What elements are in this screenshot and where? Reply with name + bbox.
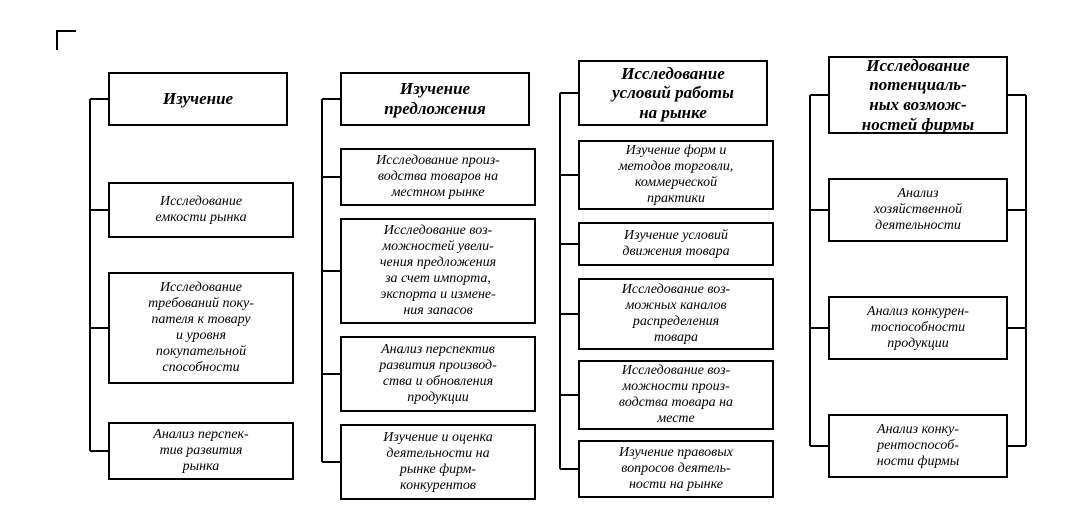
item-col4-2: Анализ конку- рентоспособ- ности фирмы: [828, 414, 1008, 478]
item-col2-1: Исследование воз- можностей увели- чения…: [340, 218, 536, 324]
item-col2-3: Изучение и оценка деятельности на рынке …: [340, 424, 536, 500]
item-col3-3: Исследование воз- можности произ- водств…: [578, 360, 774, 430]
item-col2-0: Исследование произ- водства товаров на м…: [340, 148, 536, 206]
item-col1-2: Анализ перспек- тив развития рынка: [108, 422, 294, 480]
item-col3-0: Изучение форм и методов торговли, коммер…: [578, 140, 774, 210]
column-header-col3: Исследование условий работы на рынке: [578, 60, 768, 126]
item-col1-1: Исследование требований поку- пателя к т…: [108, 272, 294, 384]
item-col1-0: Исследование емкости рынка: [108, 182, 294, 238]
item-col3-1: Изучение условий движения товара: [578, 222, 774, 266]
column-header-col1: Изучение: [108, 72, 288, 126]
diagram-canvas: Изучение Исследование емкости рынка Исслед…: [0, 0, 1070, 528]
column-header-col4: Исследование потенциаль- ных возмож- нос…: [828, 56, 1008, 134]
item-col2-2: Анализ перспектив развития производ- ств…: [340, 336, 536, 412]
item-col3-4: Изучение правовых вопросов деятель- ност…: [578, 440, 774, 498]
item-col3-2: Исследование воз- можных каналов распред…: [578, 278, 774, 350]
corner-mark: [56, 30, 76, 50]
item-col4-0: Анализ хозяйственной деятельности: [828, 178, 1008, 242]
item-col4-1: Анализ конкурен- тоспособности продукции: [828, 296, 1008, 360]
column-header-col2: Изучение предложения: [340, 72, 530, 126]
